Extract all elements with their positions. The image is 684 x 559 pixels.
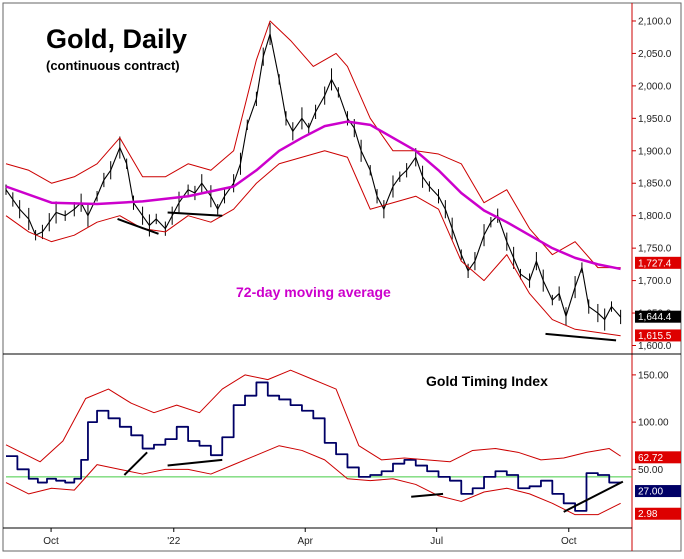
y-tick-label: 1,950.0 [638, 114, 672, 125]
x-tick-label: Apr [297, 536, 313, 547]
trend-line [123, 451, 148, 476]
chart-subtitle: (continuous contract) [46, 58, 180, 73]
y-tick-label: 150.00 [638, 370, 669, 381]
y-tick-label: 2,050.0 [638, 49, 672, 60]
y-tick-label: 50.00 [638, 465, 663, 476]
x-tick-label: Oct [561, 536, 577, 547]
trend-line [167, 211, 223, 217]
series-lower-band [5, 150, 621, 337]
series-price-close [5, 33, 622, 321]
trend-line [563, 480, 624, 513]
value-badge [635, 451, 681, 464]
value-badge [635, 507, 681, 520]
value-badge [635, 256, 681, 269]
value-badge-label: 1,615.5 [638, 331, 672, 342]
value-badge-label: 2.98 [638, 509, 658, 520]
outer-frame [2, 2, 682, 552]
y-tick-label: 1,850.0 [638, 179, 672, 190]
value-badge-label: 1,727.4 [638, 258, 672, 269]
value-badge-label: 1,644.4 [638, 312, 672, 323]
indicator-title: Gold Timing Index [426, 373, 548, 389]
value-badge-label: 62.72 [638, 453, 663, 464]
x-tick-label: Oct [43, 536, 59, 547]
trend-line [411, 492, 444, 498]
moving-average-annotation: 72-day moving average [236, 284, 391, 300]
y-tick-label: 2,000.0 [638, 81, 672, 92]
value-badge [635, 310, 681, 323]
value-badge [635, 485, 681, 498]
x-tick-label: '22 [167, 536, 180, 547]
series-lower-band [5, 445, 621, 516]
series-upper-band [5, 369, 621, 463]
y-tick-label: 1,600.0 [638, 341, 672, 352]
trend-line [117, 218, 159, 235]
trend-line [167, 458, 223, 467]
y-tick-label: 100.00 [638, 418, 669, 429]
y-tick-label: 1,800.0 [638, 211, 672, 222]
y-tick-label: 1,750.0 [638, 244, 672, 255]
chart-title: Gold, Daily [46, 24, 187, 54]
y-tick-label: 2,100.0 [638, 16, 672, 27]
series-upper-band [5, 20, 621, 269]
value-badge [635, 329, 681, 342]
trend-line [545, 332, 617, 342]
series-timing-index [6, 381, 622, 512]
x-tick-label: Jul [430, 536, 443, 547]
series-moving-average [5, 120, 621, 271]
value-badge-label: 27.00 [638, 487, 663, 498]
y-tick-label: 1,900.0 [638, 146, 672, 157]
y-tick-label: 1,700.0 [638, 276, 672, 287]
